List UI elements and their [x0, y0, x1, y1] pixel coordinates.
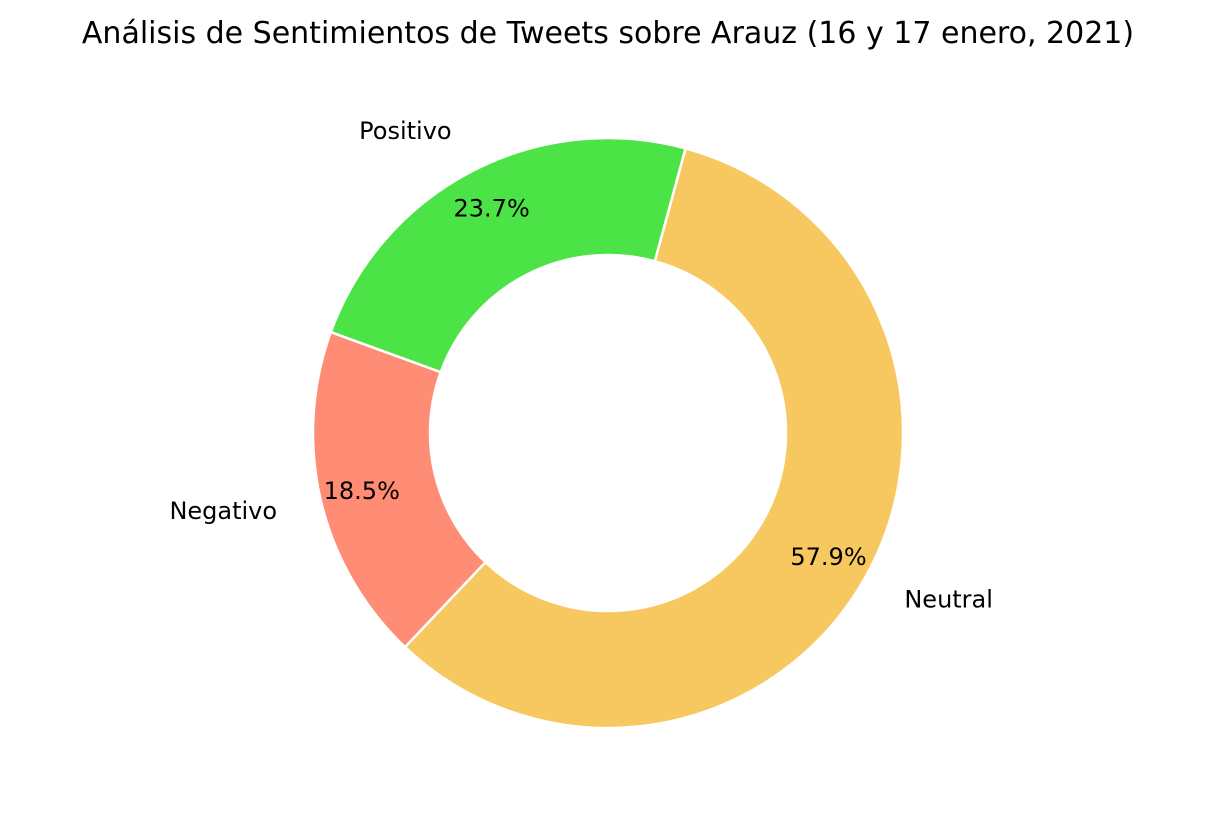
- pct-label-negativo: 18.5%: [324, 477, 400, 505]
- slices-layer: [311, 136, 905, 730]
- pct-label-positivo: 23.7%: [454, 194, 530, 222]
- slice-neutral: [403, 147, 905, 730]
- chart-title: Análisis de Sentimientos de Tweets sobre…: [81, 16, 1135, 51]
- slice-label-positivo: Positivo: [359, 117, 451, 145]
- pct-label-neutral: 57.9%: [790, 543, 866, 571]
- labels-layer: 18.5% Negativo 57.9% Neutral 23.7% Positivo: [169, 117, 993, 614]
- slice-label-negativo: Negativo: [169, 497, 277, 525]
- slice-label-neutral: Neutral: [904, 586, 993, 614]
- slice-positivo: [329, 136, 687, 374]
- slice-negativo: [311, 330, 487, 649]
